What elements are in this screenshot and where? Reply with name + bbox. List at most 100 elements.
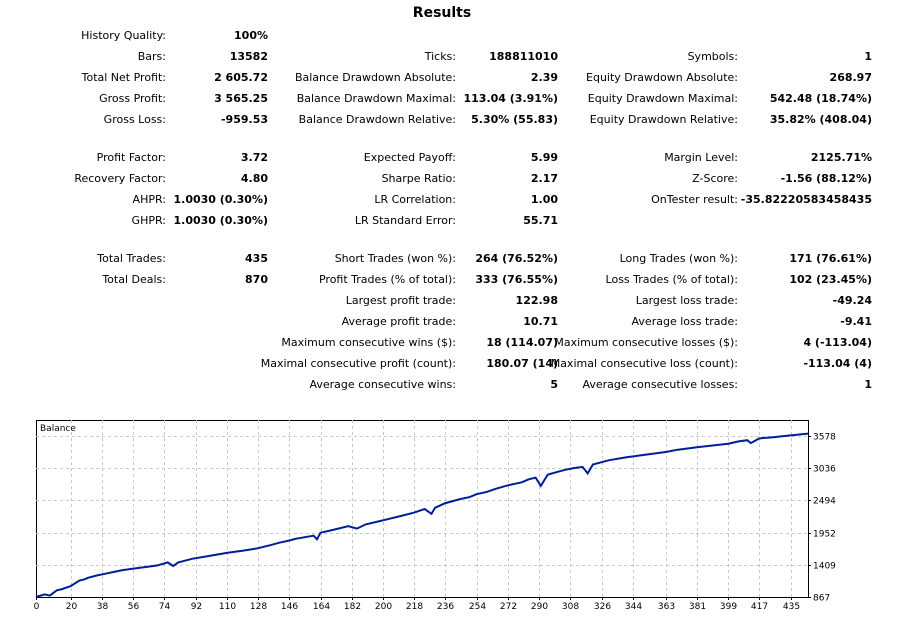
stat-value: 180.07 (14) xyxy=(486,357,558,370)
x-axis-ticks: 0 20 38 56 74 92 110 128 146 164 182 200 218 236 254 27… xyxy=(34,597,800,612)
stat-value: 100% xyxy=(234,29,268,42)
y-tick-label: 1409 xyxy=(813,562,836,572)
stat-value: 542.48 (18.74%) xyxy=(769,92,872,105)
stat-label: Gross Loss: xyxy=(103,113,166,126)
x-tick-label: 381 xyxy=(689,602,706,612)
x-tick-label: 236 xyxy=(437,602,454,612)
stat-label: Margin Level: xyxy=(664,151,738,164)
stat-value: 35.82% (408.04) xyxy=(769,113,872,126)
x-tick-label: 290 xyxy=(531,602,548,612)
x-tick-label: 38 xyxy=(97,602,109,612)
stat-label: Balance Drawdown Relative: xyxy=(298,113,456,126)
stat-label: OnTester result: xyxy=(651,193,738,206)
x-tick-label: 308 xyxy=(562,602,579,612)
stat-label: Equity Drawdown Relative: xyxy=(589,113,738,126)
chart-title: Balance xyxy=(40,424,76,434)
y-tick-label: 3036 xyxy=(813,465,836,475)
stat-value: 4.80 xyxy=(240,172,268,185)
stat-value: 10.71 xyxy=(523,315,558,328)
stat-value: -1.56 (88.12%) xyxy=(780,172,872,185)
stat-value: 4 (-113.04) xyxy=(803,336,872,349)
x-tick-label: 272 xyxy=(500,602,517,612)
y-tick-label: 2494 xyxy=(813,497,836,507)
stat-label: Short Trades (won %): xyxy=(334,252,456,265)
stat-label: AHPR: xyxy=(132,193,166,206)
stat-label: Symbols: xyxy=(687,50,738,63)
stat-value: 188811010 xyxy=(489,50,558,63)
stat-label: Maximum consecutive wins ($): xyxy=(281,336,456,349)
stat-label: Profit Trades (% of total): xyxy=(318,273,456,286)
stat-label: Ticks: xyxy=(424,50,456,63)
stat-value: 3.72 xyxy=(240,151,268,164)
stat-value: -959.53 xyxy=(220,113,268,126)
x-tick-label: 182 xyxy=(344,602,361,612)
stat-label: History Quality: xyxy=(81,29,166,42)
x-tick-label: 218 xyxy=(406,602,423,612)
x-tick-label: 74 xyxy=(159,602,171,612)
balance-series-line xyxy=(35,432,809,598)
stat-value: 435 xyxy=(245,252,268,265)
x-tick-label: 399 xyxy=(720,602,737,612)
stat-value: -35.82220583458435 xyxy=(740,193,872,206)
stat-label: GHPR: xyxy=(131,214,166,227)
x-tick-label: 110 xyxy=(219,602,236,612)
y-axis-ticks: 867 1409 1952 2494 3036 3578 xyxy=(808,433,836,604)
y-tick-label: 3578 xyxy=(813,433,836,443)
stat-label: Average consecutive wins: xyxy=(309,378,456,391)
stat-label: Maximum consecutive losses ($): xyxy=(554,336,738,349)
x-tick-label: 326 xyxy=(594,602,611,612)
x-tick-label: 200 xyxy=(375,602,392,612)
x-tick-label: 146 xyxy=(281,602,298,612)
stat-value: 18 (114.07) xyxy=(486,336,558,349)
stat-label: Balance Drawdown Absolute: xyxy=(294,71,456,84)
stat-value: 2.39 xyxy=(530,71,558,84)
stat-value: 171 (76.61%) xyxy=(789,252,872,265)
stat-value: 1 xyxy=(864,378,872,391)
stat-label: Average loss trade: xyxy=(631,315,738,328)
stat-value: 102 (23.45%) xyxy=(789,273,872,286)
stat-label: Profit Factor: xyxy=(96,151,166,164)
stat-label: LR Standard Error: xyxy=(354,214,456,227)
stat-label: Long Trades (won %): xyxy=(619,252,738,265)
stat-label: Largest loss trade: xyxy=(635,294,738,307)
x-tick-label: 254 xyxy=(469,602,486,612)
stat-value: 2125.71% xyxy=(810,151,872,164)
stat-label: Bars: xyxy=(137,50,166,63)
x-tick-label: 20 xyxy=(66,602,78,612)
stat-label: Gross Profit: xyxy=(99,92,166,105)
stat-value: 5.30% (55.83) xyxy=(471,113,558,126)
stat-label: Equity Drawdown Absolute: xyxy=(586,71,738,84)
x-tick-label: 363 xyxy=(658,602,675,612)
stat-value: 113.04 (3.91%) xyxy=(463,92,559,105)
stat-label: Maximal consecutive loss (count): xyxy=(550,357,738,370)
results-title: Results xyxy=(412,5,472,21)
stat-value: -49.24 xyxy=(832,294,872,307)
x-tick-label: 417 xyxy=(751,602,768,612)
stat-label: Largest profit trade: xyxy=(345,294,456,307)
stat-label: Expected Payoff: xyxy=(363,151,456,164)
stat-value: -9.41 xyxy=(840,315,872,328)
x-tick-label: 344 xyxy=(625,602,642,612)
stat-label: Balance Drawdown Maximal: xyxy=(296,92,456,105)
x-tick-label: 92 xyxy=(191,602,202,612)
stat-value: 264 (76.52%) xyxy=(475,252,558,265)
stat-value: 268.97 xyxy=(829,71,872,84)
stat-value: -113.04 (4) xyxy=(803,357,872,370)
stat-value: 2 605.72 xyxy=(214,71,268,84)
stat-value: 1 xyxy=(864,50,872,63)
x-tick-label: 435 xyxy=(783,602,800,612)
stat-label: Sharpe Ratio: xyxy=(381,172,456,185)
x-tick-label: 128 xyxy=(250,602,267,612)
grid-lines xyxy=(36,420,808,597)
stat-value: 3 565.25 xyxy=(214,92,268,105)
stat-label: Total Trades: xyxy=(97,252,166,265)
stat-label: LR Correlation: xyxy=(374,193,456,206)
stat-value: 870 xyxy=(245,273,268,286)
stat-label: Total Deals: xyxy=(102,273,166,286)
stat-label: Z-Score: xyxy=(692,172,738,185)
stat-value: 122.98 xyxy=(515,294,558,307)
stat-label: Loss Trades (% of total): xyxy=(605,273,738,286)
stat-value: 55.71 xyxy=(523,214,558,227)
stat-label: Equity Drawdown Maximal: xyxy=(587,92,738,105)
